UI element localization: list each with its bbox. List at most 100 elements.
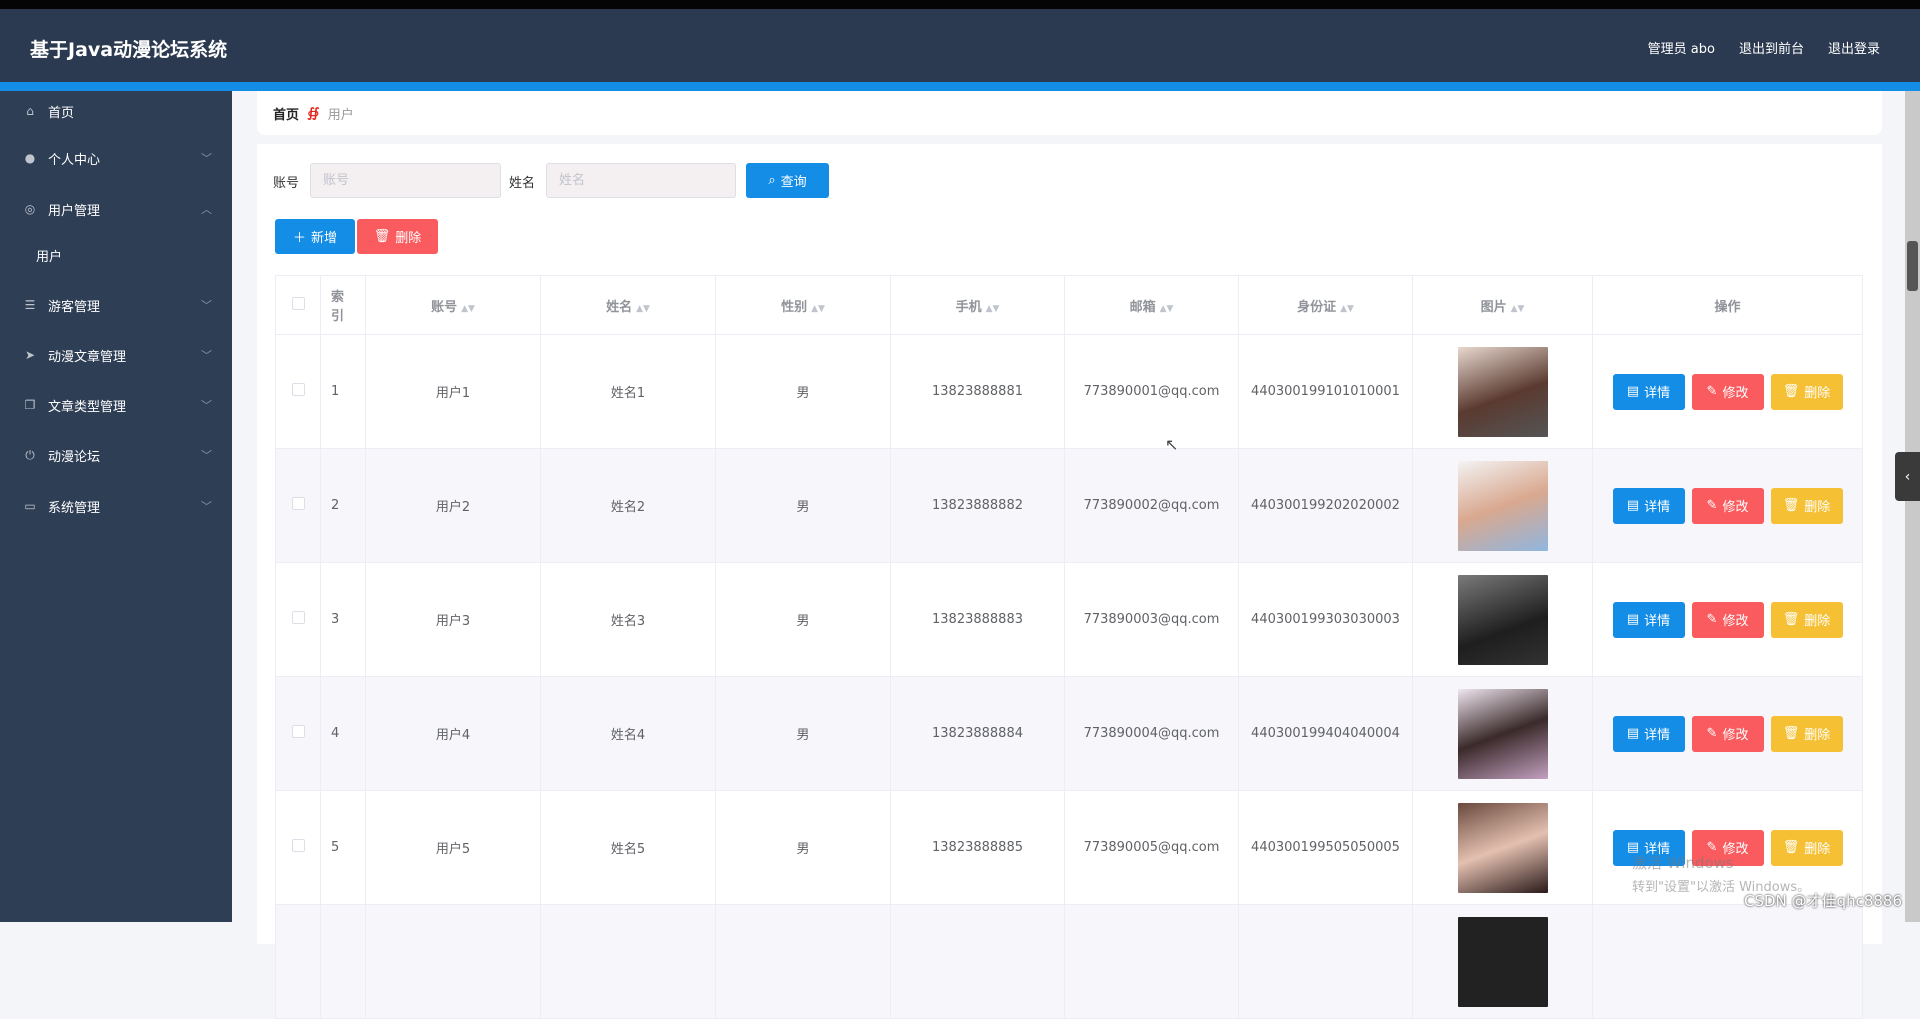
user-photo[interactable]	[1457, 346, 1548, 437]
pencil-icon: ✎	[1706, 612, 1718, 627]
cell-phone: 13823888882	[890, 448, 1065, 563]
plus-icon: ＋	[292, 231, 306, 246]
cell-phone: 13823888881	[890, 334, 1065, 449]
cell-name: 姓名3	[540, 562, 716, 677]
chevron-down-icon: ﹀	[201, 500, 212, 513]
trash-icon: 🗑	[1782, 498, 1800, 513]
row-checkbox[interactable]	[275, 790, 321, 905]
logout-link[interactable]: 退出登录	[1827, 42, 1880, 57]
table-row: 3 用户3 姓名3 男 13823888883 773890003@qq.com…	[275, 562, 1863, 677]
user-photo[interactable]	[1457, 802, 1548, 893]
sort-icon: ▲▼	[636, 303, 650, 314]
sidebar-item-label: 用户	[36, 249, 63, 265]
row-checkbox[interactable]	[275, 676, 321, 791]
account-label: 账号	[273, 176, 300, 191]
detail-button[interactable]: ▤ 详情	[1612, 601, 1685, 638]
cell-name: 姓名4	[540, 676, 716, 791]
delete-button[interactable]: 🗑 删除	[1770, 487, 1843, 524]
chevron-up-icon: ︿	[201, 203, 212, 216]
name-input[interactable]	[546, 163, 736, 198]
sidebar-item-personal[interactable]: ● 个人中心 ﹀	[0, 138, 232, 178]
edit-button[interactable]: ✎ 修改	[1691, 715, 1764, 752]
detail-button[interactable]: ▤ 详情	[1612, 487, 1685, 524]
cell-id-card: 440300199303030003	[1238, 562, 1413, 677]
user-table: 索引 账号 ▲▼ 姓名 ▲▼ 性别 ▲▼ 手机 ▲▼ 邮箱 ▲▼ 身份证 ▲▼ 图片 ▲▼ 操…	[275, 275, 1863, 1019]
document-icon: ▤	[1626, 726, 1640, 741]
sidebar-item-home[interactable]: ⌂ 首页	[0, 91, 232, 131]
query-button[interactable]: ⌕ 查询	[746, 163, 829, 198]
col-phone[interactable]: 手机 ▲▼	[890, 275, 1065, 335]
row-index: 4	[320, 676, 366, 791]
col-id-card[interactable]: 身份证 ▲▼	[1238, 275, 1413, 335]
app-title: 基于Java动漫论坛系统	[30, 39, 228, 61]
sidebar-item-system-mgmt[interactable]: ▭ 系统管理 ﹀	[0, 486, 232, 526]
breadcrumb-home[interactable]: 首页	[273, 107, 300, 123]
edit-button[interactable]: ✎ 修改	[1691, 487, 1764, 524]
sort-icon: ▲▼	[985, 303, 1000, 314]
cell-name: 姓名2	[540, 448, 716, 563]
user-photo[interactable]	[1457, 574, 1548, 665]
detail-button[interactable]: ▤ 详情	[1612, 373, 1685, 410]
sidebar-item-users[interactable]: 用户	[0, 235, 232, 275]
row-checkbox[interactable]	[275, 334, 321, 449]
select-all-checkbox[interactable]	[275, 275, 321, 335]
header: 基于Java动漫论坛系统 管理员 abo 退出到前台 退出登录	[0, 9, 1920, 82]
col-email[interactable]: 邮箱 ▲▼	[1064, 275, 1239, 335]
side-panel-toggle[interactable]: ‹	[1895, 452, 1920, 501]
edit-button[interactable]: ✎ 修改	[1691, 601, 1764, 638]
batch-delete-button[interactable]: 🗑 删除	[357, 219, 438, 254]
trash-icon: 🗑	[1782, 612, 1800, 627]
breadcrumb-current: 用户	[327, 107, 354, 123]
delete-label: 删除	[395, 231, 422, 246]
detail-button[interactable]: ▤ 详情	[1612, 829, 1685, 866]
add-button[interactable]: ＋ 新增	[275, 219, 355, 254]
delete-button[interactable]: 🗑 删除	[1770, 829, 1843, 866]
copy-icon: ❐	[24, 398, 36, 412]
admin-user: 管理员 abo	[1647, 42, 1715, 57]
sidebar-item-article-type-mgmt[interactable]: ❐ 文章类型管理 ﹀	[0, 385, 232, 425]
row-index: 2	[320, 448, 366, 563]
user-photo[interactable]	[1457, 916, 1548, 1007]
search-icon: ⌕	[768, 173, 776, 188]
pencil-icon: ✎	[1706, 384, 1718, 399]
pencil-icon: ✎	[1706, 498, 1718, 513]
account-input[interactable]	[310, 163, 501, 198]
delete-button[interactable]: 🗑 删除	[1770, 601, 1843, 638]
col-account[interactable]: 账号 ▲▼	[365, 275, 541, 335]
chevron-down-icon: ﹀	[201, 399, 212, 412]
col-picture[interactable]: 图片 ▲▼	[1412, 275, 1593, 335]
cell-email: 773890003@qq.com	[1064, 562, 1239, 677]
chevron-left-icon: ‹	[1904, 468, 1911, 485]
col-name[interactable]: 姓名 ▲▼	[540, 275, 716, 335]
chevron-down-icon: ﹀	[201, 449, 212, 462]
cell-actions: ▤ 详情 ✎ 修改 🗑 删除	[1592, 334, 1863, 449]
user-photo[interactable]	[1457, 460, 1548, 551]
detail-button[interactable]: ▤ 详情	[1612, 715, 1685, 752]
edit-button[interactable]: ✎ 修改	[1691, 829, 1764, 866]
sidebar-item-forum[interactable]: ⏻ 动漫论坛 ﹀	[0, 435, 232, 475]
sidebar-item-visitor-mgmt[interactable]: ☰ 游客管理 ﹀	[0, 285, 232, 325]
sidebar-item-article-mgmt[interactable]: ➤ 动漫文章管理 ﹀	[0, 335, 232, 375]
back-to-front-link[interactable]: 退出到前台	[1738, 42, 1804, 57]
cell-account: 用户4	[365, 676, 541, 791]
cell-gender: 男	[715, 790, 891, 905]
row-index: 5	[320, 790, 366, 905]
cell-name: 姓名1	[540, 334, 716, 449]
row-checkbox[interactable]	[275, 448, 321, 563]
col-actions: 操作	[1592, 275, 1863, 335]
edit-button[interactable]: ✎ 修改	[1691, 373, 1764, 410]
row-checkbox[interactable]	[275, 562, 321, 677]
col-gender[interactable]: 性别 ▲▼	[715, 275, 891, 335]
cell-picture	[1412, 790, 1593, 905]
cell-gender: 男	[715, 448, 891, 563]
sidebar-item-user-mgmt[interactable]: ◎ 用户管理 ︿	[0, 189, 232, 229]
query-label: 查询	[780, 175, 807, 190]
delete-button[interactable]: 🗑 删除	[1770, 373, 1843, 410]
power-icon: ⏻	[25, 447, 35, 462]
cell-account: 用户5	[365, 790, 541, 905]
delete-button[interactable]: 🗑 删除	[1770, 715, 1843, 752]
pencil-icon: ✎	[1706, 840, 1718, 855]
user-photo[interactable]	[1457, 688, 1548, 779]
page-scrollbar[interactable]	[1905, 91, 1920, 922]
scrollbar-thumb[interactable]	[1907, 241, 1918, 291]
